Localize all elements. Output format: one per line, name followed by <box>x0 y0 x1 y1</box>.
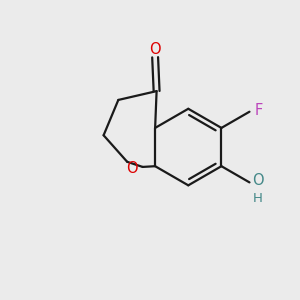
Text: O: O <box>252 173 263 188</box>
Text: O: O <box>149 41 161 56</box>
Text: O: O <box>127 161 138 176</box>
Text: F: F <box>254 103 262 118</box>
Text: H: H <box>253 192 263 205</box>
